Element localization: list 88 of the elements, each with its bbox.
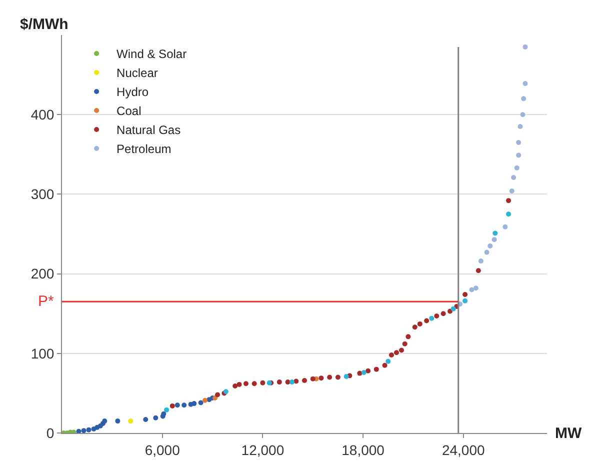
point — [81, 428, 86, 433]
point — [232, 384, 238, 389]
point — [448, 308, 452, 314]
x-tick-label: 6,000 — [144, 442, 180, 458]
point — [492, 237, 497, 242]
point — [215, 392, 220, 398]
y-axis-title: $/MWh — [20, 16, 68, 33]
point — [399, 348, 404, 353]
x-tick-label: 12,000 — [241, 442, 284, 458]
point — [506, 198, 512, 204]
point — [462, 292, 468, 297]
x-axis-title: MW — [555, 425, 582, 442]
point — [128, 418, 134, 424]
point — [76, 428, 82, 433]
legend-label: Natural Gas — [116, 123, 181, 138]
point — [520, 112, 526, 118]
point — [153, 415, 158, 420]
point — [382, 362, 388, 368]
point — [170, 403, 175, 408]
point — [344, 374, 349, 379]
y-tick-label: 200 — [30, 266, 54, 282]
point — [488, 243, 493, 248]
x-tick-label: 18,000 — [342, 442, 385, 458]
point — [192, 401, 197, 406]
point — [366, 368, 371, 374]
point — [518, 124, 523, 130]
point — [86, 427, 92, 432]
point — [252, 381, 257, 386]
point — [462, 298, 468, 304]
y-tick-label: 100 — [30, 345, 54, 362]
legend-label: Nuclear — [116, 66, 158, 80]
point — [511, 174, 516, 180]
ref-line-label: P* — [38, 293, 54, 310]
point — [412, 324, 418, 330]
point — [434, 313, 440, 318]
point — [522, 81, 528, 86]
point — [429, 316, 434, 321]
x-tick-label: 24,000 — [442, 442, 485, 458]
point — [374, 366, 379, 372]
legend-label: Wind & Solar — [116, 47, 187, 62]
point — [506, 212, 512, 217]
point — [276, 380, 282, 385]
point — [386, 358, 391, 364]
y-tick-label: 0 — [46, 424, 54, 441]
legend-label: Hydro — [116, 85, 149, 100]
point — [424, 318, 430, 324]
legend-label: Coal — [116, 104, 142, 118]
point — [450, 306, 456, 312]
point — [202, 398, 208, 403]
point — [289, 380, 294, 385]
y-tick-label: 300 — [30, 186, 54, 202]
point — [509, 188, 514, 194]
point — [522, 44, 528, 50]
point — [402, 341, 408, 346]
point — [182, 402, 187, 408]
point — [198, 400, 204, 406]
point — [161, 411, 166, 416]
point — [473, 286, 478, 291]
point — [516, 152, 522, 158]
point — [260, 380, 266, 386]
point — [388, 352, 394, 358]
point — [484, 250, 490, 255]
point — [243, 381, 248, 386]
point — [212, 395, 218, 400]
point — [361, 370, 366, 375]
point — [174, 402, 180, 408]
point — [143, 416, 148, 422]
point — [516, 140, 522, 145]
point — [502, 224, 508, 230]
point — [514, 165, 520, 170]
point — [302, 378, 307, 383]
point — [318, 376, 324, 381]
y-tick-label: 400 — [30, 106, 54, 122]
point — [417, 321, 422, 326]
point — [406, 334, 411, 340]
point — [521, 96, 526, 102]
point — [394, 350, 399, 356]
point — [310, 376, 316, 382]
point — [335, 374, 340, 380]
point — [492, 230, 498, 236]
point — [115, 418, 120, 424]
point — [236, 382, 242, 387]
legend-label: Petroleum — [116, 142, 172, 156]
point — [476, 268, 481, 274]
point — [327, 374, 332, 380]
point — [478, 258, 484, 264]
point — [164, 407, 170, 412]
point — [440, 311, 446, 316]
